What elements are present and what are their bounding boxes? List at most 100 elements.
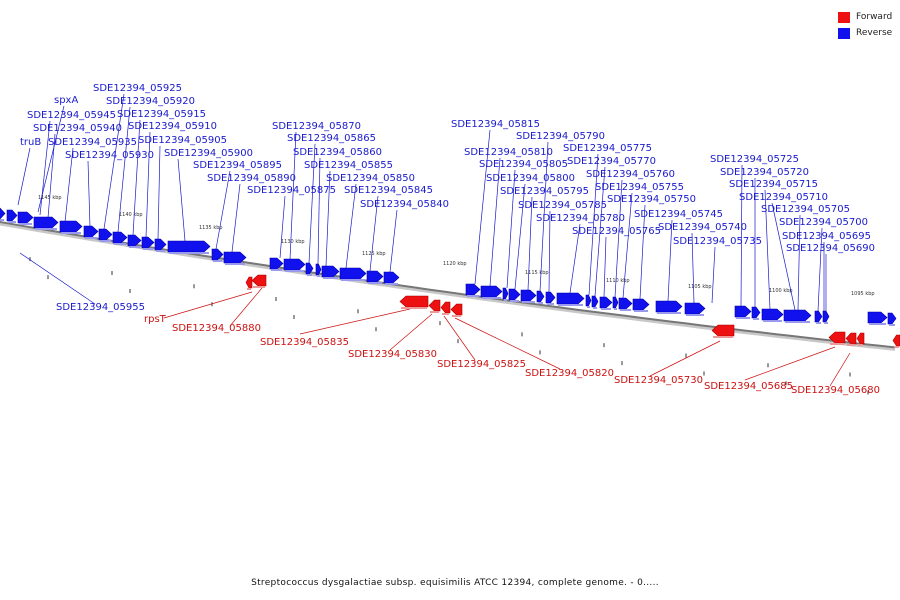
reverse-gene-label: SDE12394_05860	[293, 147, 382, 158]
forward-gene-arrow	[892, 334, 900, 347]
gene-shadow	[225, 263, 245, 265]
reverse-gene-label: SDE12394_05915	[117, 109, 206, 120]
reverse-gene-label: SDE12394_05845	[344, 185, 433, 196]
gene-shadow	[753, 318, 759, 320]
reverse-leader-line	[117, 106, 131, 233]
gene-shadow	[614, 308, 617, 310]
reverse-leader-line	[588, 153, 599, 296]
gene-shadow	[19, 223, 32, 225]
gene-shadow	[247, 288, 251, 290]
gene-labels: truB spxA SDE12394_05945 SDE12394_05940 SDE1…	[20, 83, 880, 396]
reverse-leader-line	[325, 170, 331, 267]
forward-gene-label: SDE12394_05680	[791, 385, 880, 396]
reverse-gene-arrow	[305, 262, 314, 275]
gene-shadow	[894, 346, 899, 348]
reverse-gene-label: SDE12394_05740	[658, 222, 747, 233]
reverse-gene-arrow	[545, 291, 556, 304]
kbp-tick-label: 1105 kbp	[688, 284, 712, 290]
reverse-gene-arrow	[167, 240, 211, 253]
reverse-leader-line	[614, 179, 623, 298]
forward-leader-line	[454, 317, 561, 370]
gene-shadow	[35, 228, 57, 230]
reverse-gene-label: SDE12394_05850	[326, 173, 415, 184]
gene-shadow	[824, 322, 828, 324]
forward-leader-line	[649, 340, 721, 377]
reverse-leader-line	[369, 195, 379, 272]
reverse-gene-label: SDE12394_05745	[634, 209, 723, 220]
legend-forward-label: Forward	[856, 12, 893, 22]
gene-shadow	[285, 270, 304, 272]
gene-shadow	[323, 277, 338, 279]
reverse-gene-arrow	[6, 209, 18, 222]
reverse-gene-label: SDE12394_05815	[451, 119, 540, 130]
reverse-gene-arrow	[734, 305, 752, 318]
gene-shadow	[736, 317, 750, 319]
gene-shadow	[114, 243, 126, 245]
reverse-gene-arrow	[761, 308, 784, 321]
gene-shadow	[385, 283, 398, 285]
gene-shadow	[317, 275, 320, 277]
reverse-gene-arrow	[0, 207, 6, 220]
legend: Forward Reverse	[838, 9, 892, 41]
reverse-gene-arrow	[33, 216, 59, 229]
reverse-leader-line	[489, 157, 501, 287]
reverse-leader-line	[157, 145, 161, 240]
reverse-leader-line	[177, 158, 186, 242]
reverse-gene-label: SDE12394_05715	[729, 179, 818, 190]
gene-shadow	[85, 237, 97, 239]
reverse-gene-label: SDE12394_05840	[360, 199, 449, 210]
gene-shadow	[869, 323, 886, 325]
forward-gene-arrow	[450, 303, 463, 316]
reverse-leader-line	[215, 170, 231, 250]
reverse-gene-label: SDE12394_05705	[761, 204, 850, 215]
reverse-gene-label: SDE12394_05925	[93, 83, 182, 94]
gene-shadow	[713, 336, 733, 338]
gene-shadow	[368, 282, 382, 284]
reverse-gene-arrow	[315, 263, 322, 276]
reverse-leader-line	[308, 143, 316, 264]
reverse-gene-label: SDE12394_05900	[164, 148, 253, 159]
reverse-leader-line	[603, 236, 607, 298]
reverse-gene-label: SDE12394_05795	[500, 186, 589, 197]
reverse-gene-label: SDE12394_05735	[673, 236, 762, 247]
reverse-gene-label: SDE12394_05865	[287, 133, 376, 144]
reverse-gene-label: SDE12394_05870	[272, 121, 361, 132]
reverse-gene-arrow	[585, 294, 592, 307]
gene-shadow	[129, 246, 140, 248]
gene-shadow	[657, 312, 681, 314]
reverse-gene-arrow	[618, 297, 633, 310]
reverse-gene-arrow	[141, 236, 155, 249]
reverse-gene-label: SDE12394_05910	[128, 121, 217, 132]
kbp-tick-label: 1125 kbp	[362, 251, 386, 257]
gene-shadow	[816, 322, 821, 324]
gene-shadow	[213, 260, 222, 262]
gene-shadow	[482, 297, 501, 299]
kbp-tick-label: 1135 kbp	[199, 225, 223, 231]
kbp-tick-label: 1130 kbp	[281, 239, 305, 245]
reverse-gene-arrow	[211, 248, 224, 261]
reverse-leader-line	[132, 119, 141, 236]
reverse-leader-line	[103, 93, 125, 230]
reverse-leader-line	[317, 157, 321, 265]
forward-gene-label: SDE12394_05820	[525, 368, 614, 379]
gene-shadow	[307, 274, 312, 276]
gene-shadow	[889, 324, 895, 326]
forward-gene-label: SDE12394_05730	[614, 375, 703, 386]
forward-gene-arrow	[856, 332, 865, 345]
gene-shadow	[858, 344, 863, 346]
reverse-gene-label: SDE12394_05710	[739, 192, 828, 203]
gene-shadow	[169, 252, 209, 254]
reverse-leader-line	[145, 131, 151, 238]
reverse-gene-arrow	[59, 220, 83, 233]
reverse-gene-arrow	[536, 290, 545, 303]
reverse-gene-arrow	[339, 267, 367, 280]
gene-shadow	[504, 299, 507, 301]
reverse-gene-arrow	[655, 300, 683, 313]
reverse-gene-arrow	[112, 231, 128, 244]
reverse-gene-label: SDE12394_05690	[786, 243, 875, 254]
reverse-gene-arrow	[283, 258, 306, 271]
reverse-gene-arrow	[556, 292, 585, 305]
reverse-leader-line	[19, 252, 96, 305]
reverse-gene-label: SDE12394_05785	[518, 200, 607, 211]
reverse-gene-arrow	[502, 287, 509, 300]
